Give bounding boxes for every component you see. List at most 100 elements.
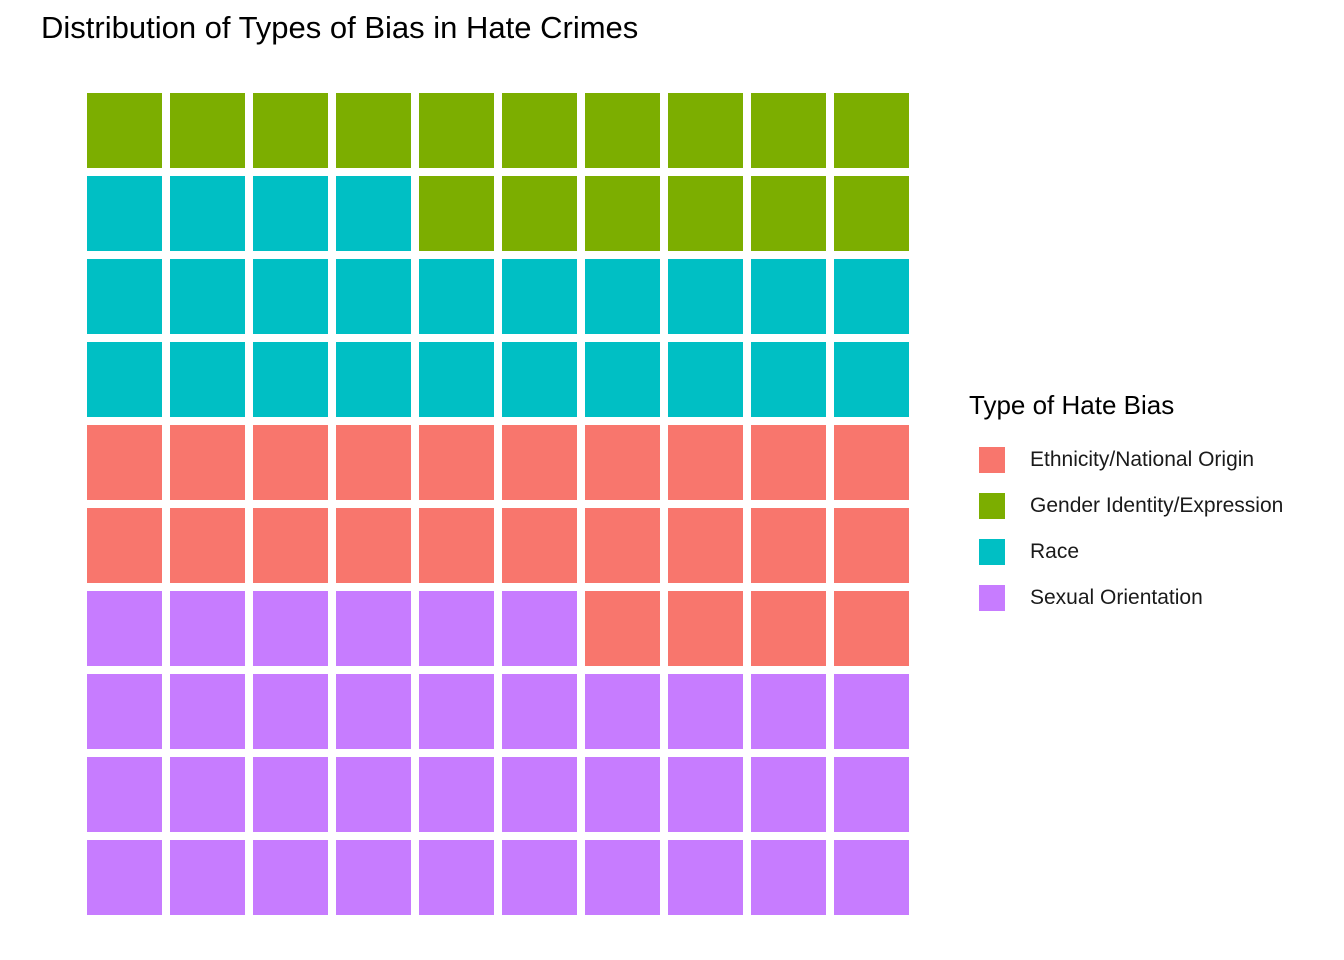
- waffle-cell-sexual-orientation: [336, 757, 411, 832]
- legend-item-ethnicity: Ethnicity/National Origin: [979, 437, 1283, 483]
- waffle-cell-ethnicity-national-origin: [502, 508, 577, 583]
- waffle-cell-sexual-orientation: [336, 591, 411, 666]
- legend-label-sexual-orientation: Sexual Orientation: [1030, 586, 1203, 609]
- waffle-cell-ethnicity-national-origin: [668, 508, 743, 583]
- waffle-cell-ethnicity-national-origin: [419, 508, 494, 583]
- waffle-cell-gender-identity-expression: [834, 176, 909, 251]
- waffle-cell-sexual-orientation: [585, 840, 660, 915]
- waffle-cell-race: [170, 259, 245, 334]
- waffle-cell-sexual-orientation: [419, 840, 494, 915]
- legend-label-race: Race: [1030, 540, 1080, 563]
- waffle-cell-race: [419, 259, 494, 334]
- waffle-cell-gender-identity-expression: [419, 93, 494, 168]
- waffle-cell-sexual-orientation: [585, 674, 660, 749]
- waffle-cell-gender-identity-expression: [751, 176, 826, 251]
- legend-label-ethnicity: Ethnicity/National Origin: [1030, 448, 1255, 471]
- waffle-cell-sexual-orientation: [170, 674, 245, 749]
- waffle-cell-sexual-orientation: [253, 591, 328, 666]
- waffle-cell-race: [834, 259, 909, 334]
- waffle-cell-sexual-orientation: [502, 591, 577, 666]
- waffle-cell-sexual-orientation: [751, 757, 826, 832]
- waffle-cell-ethnicity-national-origin: [834, 508, 909, 583]
- waffle-cell-sexual-orientation: [87, 757, 162, 832]
- waffle-cell-ethnicity-national-origin: [253, 425, 328, 500]
- waffle-cell-sexual-orientation: [502, 757, 577, 832]
- waffle-cell-gender-identity-expression: [253, 93, 328, 168]
- waffle-cell-ethnicity-national-origin: [87, 425, 162, 500]
- waffle-cell-sexual-orientation: [253, 840, 328, 915]
- waffle-cell-sexual-orientation: [253, 674, 328, 749]
- waffle-cell-race: [502, 259, 577, 334]
- waffle-cell-sexual-orientation: [751, 840, 826, 915]
- waffle-cell-sexual-orientation: [253, 757, 328, 832]
- waffle-chart: [87, 93, 909, 915]
- waffle-cell-ethnicity-national-origin: [336, 508, 411, 583]
- waffle-cell-race: [751, 259, 826, 334]
- waffle-cell-race: [419, 342, 494, 417]
- waffle-cell-ethnicity-national-origin: [585, 508, 660, 583]
- waffle-cell-sexual-orientation: [170, 591, 245, 666]
- waffle-cell-sexual-orientation: [419, 757, 494, 832]
- waffle-cell-sexual-orientation: [751, 674, 826, 749]
- legend-item-sexual-orientation: Sexual Orientation: [979, 575, 1283, 621]
- waffle-cell-ethnicity-national-origin: [419, 425, 494, 500]
- waffle-cell-race: [336, 176, 411, 251]
- waffle-cell-gender-identity-expression: [834, 93, 909, 168]
- waffle-cell-sexual-orientation: [834, 840, 909, 915]
- waffle-cell-gender-identity-expression: [668, 176, 743, 251]
- waffle-cell-race: [87, 342, 162, 417]
- waffle-cell-sexual-orientation: [834, 757, 909, 832]
- waffle-cell-sexual-orientation: [502, 674, 577, 749]
- waffle-cell-race: [668, 259, 743, 334]
- waffle-cell-gender-identity-expression: [502, 93, 577, 168]
- waffle-cell-ethnicity-national-origin: [751, 508, 826, 583]
- waffle-cell-sexual-orientation: [419, 674, 494, 749]
- waffle-cell-race: [834, 342, 909, 417]
- legend-title: Type of Hate Bias: [969, 390, 1175, 420]
- waffle-cell-race: [668, 342, 743, 417]
- waffle-cell-gender-identity-expression: [336, 93, 411, 168]
- waffle-cell-ethnicity-national-origin: [502, 425, 577, 500]
- legend: Type of Hate Bias Ethnicity/National Ori…: [969, 390, 1283, 621]
- waffle-cell-ethnicity-national-origin: [834, 591, 909, 666]
- waffle-cell-gender-identity-expression: [585, 176, 660, 251]
- waffle-cell-race: [336, 342, 411, 417]
- waffle-cell-sexual-orientation: [87, 840, 162, 915]
- waffle-cell-sexual-orientation: [336, 840, 411, 915]
- waffle-cell-ethnicity-national-origin: [585, 425, 660, 500]
- waffle-cell-ethnicity-national-origin: [253, 508, 328, 583]
- waffle-cell-race: [253, 176, 328, 251]
- waffle-cell-sexual-orientation: [668, 674, 743, 749]
- waffle-cell-sexual-orientation: [834, 674, 909, 749]
- waffle-cell-ethnicity-national-origin: [668, 425, 743, 500]
- waffle-cell-race: [87, 176, 162, 251]
- waffle-cell-sexual-orientation: [502, 840, 577, 915]
- waffle-cell-sexual-orientation: [585, 757, 660, 832]
- waffle-cell-race: [502, 342, 577, 417]
- waffle-cell-race: [751, 342, 826, 417]
- waffle-cell-sexual-orientation: [336, 674, 411, 749]
- waffle-cell-race: [253, 342, 328, 417]
- waffle-cell-ethnicity-national-origin: [87, 508, 162, 583]
- waffle-cell-race: [170, 176, 245, 251]
- waffle-cell-ethnicity-national-origin: [751, 591, 826, 666]
- waffle-cell-ethnicity-national-origin: [170, 425, 245, 500]
- waffle-cell-race: [170, 342, 245, 417]
- legend-item-gender-identity: Gender Identity/Expression: [979, 483, 1283, 529]
- waffle-cell-ethnicity-national-origin: [834, 425, 909, 500]
- waffle-cell-gender-identity-expression: [87, 93, 162, 168]
- waffle-cell-ethnicity-national-origin: [336, 425, 411, 500]
- waffle-cell-race: [585, 259, 660, 334]
- legend-key-ethnicity: [979, 447, 1005, 473]
- waffle-cell-ethnicity-national-origin: [170, 508, 245, 583]
- waffle-cell-sexual-orientation: [668, 757, 743, 832]
- waffle-cell-gender-identity-expression: [502, 176, 577, 251]
- waffle-cell-sexual-orientation: [170, 757, 245, 832]
- waffle-cell-race: [87, 259, 162, 334]
- legend-label-gender-identity: Gender Identity/Expression: [1030, 494, 1284, 517]
- waffle-cell-ethnicity-national-origin: [585, 591, 660, 666]
- legend-key-race: [979, 539, 1005, 565]
- waffle-cell-sexual-orientation: [419, 591, 494, 666]
- waffle-cell-gender-identity-expression: [419, 176, 494, 251]
- legend-key-gender-identity: [979, 493, 1005, 519]
